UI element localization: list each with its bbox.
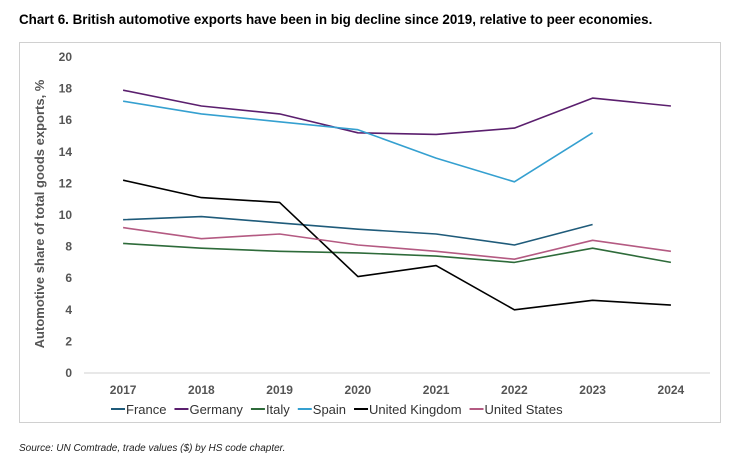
legend-label: Spain — [313, 402, 346, 417]
x-tick-label: 2023 — [579, 383, 606, 397]
chart-frame — [19, 42, 721, 423]
y-axis-ticks: 0 2 4 6 8 10 12 14 16 18 20 — [59, 50, 73, 380]
x-tick-label: 2017 — [110, 383, 137, 397]
series-line-france — [123, 215, 593, 246]
x-axis-ticks: 2017 2018 2019 2020 2021 2022 2023 2024 — [110, 383, 685, 397]
y-tick-label: 16 — [59, 113, 73, 127]
series-line-united-states — [122, 226, 672, 261]
legend: France Germany Italy Spain United Kingdom Uni… — [111, 402, 563, 417]
x-tick-label: 2021 — [423, 383, 450, 397]
x-tick-label: 2019 — [266, 383, 293, 397]
legend-item: Italy — [250, 402, 290, 417]
source-note: Source: UN Comtrade, trade values ($) by… — [19, 443, 286, 454]
chart-title: Chart 6. British automotive exports have… — [19, 12, 653, 27]
legend-label: France — [126, 402, 166, 417]
y-axis-label: Automotive share of total goods exports,… — [32, 79, 47, 348]
legend-item: Spain — [297, 402, 346, 417]
series-line-italy — [123, 242, 672, 264]
legend-label: Italy — [266, 402, 290, 417]
legend-item: France — [111, 402, 166, 417]
x-tick-label: 2018 — [188, 383, 215, 397]
y-tick-label: 8 — [65, 240, 72, 254]
series-line-spain — [122, 100, 594, 183]
y-tick-label: 6 — [65, 271, 72, 285]
y-tick-label: 20 — [59, 50, 73, 64]
y-tick-label: 4 — [65, 303, 72, 317]
y-tick-label: 14 — [59, 145, 73, 159]
y-tick-label: 18 — [59, 82, 73, 96]
legend-label: United Kingdom — [369, 402, 462, 417]
y-tick-label: 0 — [65, 366, 72, 380]
series-lines — [122, 89, 672, 311]
x-tick-label: 2022 — [501, 383, 528, 397]
legend-label: United States — [485, 402, 564, 417]
y-tick-label: 2 — [65, 334, 72, 348]
x-tick-label: 2024 — [658, 383, 685, 397]
legend-label: Germany — [189, 402, 243, 417]
legend-item: Germany — [174, 402, 243, 417]
y-tick-label: 10 — [59, 208, 73, 222]
y-tick-label: 12 — [59, 176, 73, 190]
x-tick-label: 2020 — [345, 383, 372, 397]
legend-item: United Kingdom — [354, 402, 462, 417]
series-line-united-kingdom — [122, 179, 671, 311]
series-line-germany — [122, 89, 671, 136]
legend-item: United States — [469, 402, 564, 417]
